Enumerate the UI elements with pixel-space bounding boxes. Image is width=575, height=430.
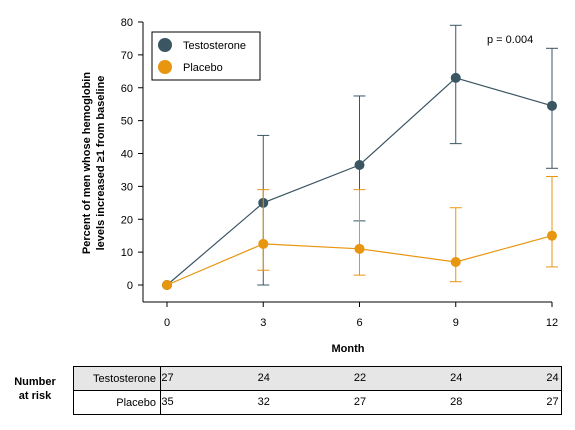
y-tick-label: 30 <box>121 181 133 193</box>
risk-table-heading: Number at risk <box>2 375 68 403</box>
x-axis-ticks: 0 3 6 9 12 <box>164 302 558 329</box>
risk-row-label: Testosterone <box>73 366 161 391</box>
risk-row-label: Placebo <box>73 390 161 415</box>
y-tick-label: 50 <box>121 116 133 128</box>
y-axis-ticks: 0 10 20 30 40 50 60 70 80 <box>121 17 143 292</box>
data-point <box>354 243 365 254</box>
risk-value: 24 <box>450 372 463 384</box>
risk-value: 27 <box>546 396 559 408</box>
plot-area <box>162 24 558 290</box>
data-point <box>547 100 557 111</box>
x-tick-label: 12 <box>546 317 558 329</box>
legend-label-testosterone: Testosterone <box>183 40 246 52</box>
data-point <box>547 230 557 241</box>
risk-value: 22 <box>353 372 367 384</box>
y-axis-label-line-1: Percent of men whose hemoglobin <box>81 72 93 254</box>
y-axis-label-line-2: levels increased ≥1 from baseline <box>95 76 107 251</box>
chart-axes <box>142 22 552 303</box>
y-tick-label: 80 <box>121 17 133 29</box>
risk-heading-line-2: at risk <box>18 390 52 402</box>
risk-value: 32 <box>257 396 270 408</box>
y-tick-label: 0 <box>127 280 133 292</box>
y-tick-label: 60 <box>121 83 133 95</box>
p-value-annotation: p = 0.004 <box>487 34 533 46</box>
data-point <box>354 160 365 171</box>
x-tick-label: 6 <box>356 317 362 329</box>
x-tick-label: 3 <box>260 317 266 329</box>
y-tick-label: 20 <box>121 214 133 226</box>
risk-heading-line-1: Number <box>14 376 56 388</box>
legend-marker-placebo <box>158 60 172 74</box>
x-tick-label: 0 <box>164 317 170 329</box>
risk-row-values: 27 24 22 24 24 <box>160 366 562 391</box>
y-tick-label: 40 <box>121 149 133 161</box>
line-chart: 0 10 20 30 40 50 60 70 80 0 3 6 9 12 Percent of men … <box>81 17 558 355</box>
legend-box <box>151 31 261 81</box>
legend-marker-testosterone <box>158 38 172 52</box>
risk-value: 24 <box>546 372 559 384</box>
risk-value: 28 <box>450 396 463 408</box>
number-at-risk-table: Testosterone 27 24 22 24 24 Placebo 35 32 27 28… <box>73 366 562 415</box>
risk-value: 24 <box>257 372 270 384</box>
risk-value: 27 <box>161 372 174 384</box>
risk-value: 27 <box>353 396 367 408</box>
x-tick-label: 9 <box>453 317 459 329</box>
risk-row-placebo: Placebo 35 32 27 28 27 <box>73 390 562 415</box>
series-placebo <box>162 176 558 290</box>
y-tick-label: 70 <box>121 50 133 62</box>
data-point <box>450 72 461 83</box>
risk-value: 35 <box>161 396 174 408</box>
legend: Testosterone Placebo <box>151 31 261 81</box>
x-axis-label: Month <box>332 343 365 355</box>
risk-row-values: 35 32 27 28 27 <box>160 390 562 415</box>
data-point <box>258 238 269 249</box>
data-point <box>162 280 172 290</box>
data-point <box>450 256 461 267</box>
risk-row-testosterone: Testosterone 27 24 22 24 24 <box>73 366 562 391</box>
y-tick-label: 10 <box>121 247 133 259</box>
legend-label-placebo: Placebo <box>183 62 223 74</box>
